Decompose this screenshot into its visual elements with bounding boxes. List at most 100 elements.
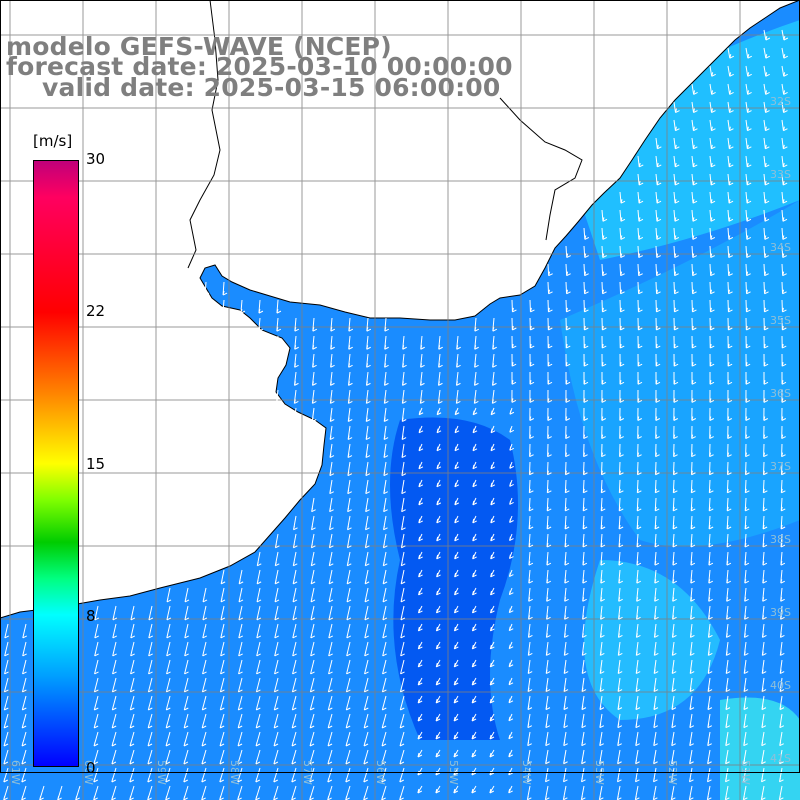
wind-arrow bbox=[365, 389, 371, 404]
colorbar-tick-15: 15 bbox=[86, 455, 106, 473]
wind-arrow bbox=[619, 227, 626, 240]
wind-arrow bbox=[636, 515, 642, 530]
wind-arrow bbox=[94, 641, 99, 657]
wind-arrow bbox=[635, 677, 641, 693]
wind-arrow bbox=[617, 659, 623, 674]
wind-arrow bbox=[727, 191, 734, 204]
wind-arrow bbox=[364, 551, 370, 567]
wind-arrow bbox=[130, 641, 135, 657]
wind-arrow bbox=[364, 533, 370, 549]
wind-arrow bbox=[727, 209, 734, 222]
wind-arrow bbox=[636, 569, 642, 584]
wind-arrow bbox=[743, 641, 749, 656]
wind-arrow bbox=[310, 533, 316, 549]
wind-arrow bbox=[616, 767, 622, 783]
wind-arrow bbox=[601, 407, 607, 421]
wind-arrow bbox=[472, 443, 478, 452]
wind-arrow bbox=[673, 191, 680, 204]
wind-arrow bbox=[778, 785, 784, 800]
wind-arrow bbox=[761, 623, 767, 638]
wind-arrow bbox=[691, 83, 698, 95]
wind-arrow bbox=[691, 263, 697, 277]
wind-arrow bbox=[653, 713, 659, 729]
wind-arrow bbox=[22, 659, 27, 675]
wind-arrow bbox=[691, 317, 697, 331]
wind-arrow bbox=[472, 515, 477, 524]
wind-arrow bbox=[237, 677, 243, 693]
wind-arrow bbox=[672, 551, 678, 566]
wind-arrow bbox=[599, 713, 605, 729]
wind-arrow bbox=[328, 605, 334, 621]
wind-arrow bbox=[690, 569, 696, 584]
lat-label: 34S bbox=[770, 241, 791, 254]
wind-arrow bbox=[545, 623, 551, 638]
wind-arrow bbox=[400, 587, 406, 603]
wind-arrow bbox=[761, 641, 767, 656]
wind-arrow bbox=[617, 749, 622, 765]
wind-arrow bbox=[707, 641, 713, 656]
wind-arrow bbox=[547, 353, 553, 367]
wind-arrow bbox=[400, 623, 406, 639]
wind-arrow bbox=[148, 659, 153, 675]
wind-arrow bbox=[454, 551, 459, 560]
wind-arrow bbox=[255, 767, 261, 783]
wind-arrow bbox=[346, 533, 352, 549]
wind-arrow bbox=[583, 353, 589, 367]
wind-arrow bbox=[671, 749, 676, 765]
wind-arrow bbox=[582, 461, 588, 476]
wind-arrow bbox=[183, 713, 189, 729]
wind-arrow bbox=[763, 335, 769, 349]
wind-arrow bbox=[363, 731, 369, 747]
wind-arrow bbox=[636, 533, 642, 548]
wind-arrow bbox=[655, 425, 660, 440]
wind-arrow bbox=[600, 515, 606, 530]
wind-arrow bbox=[509, 533, 514, 541]
wind-arrow bbox=[691, 227, 698, 240]
wind-arrow bbox=[327, 731, 333, 747]
wind-arrow bbox=[546, 497, 552, 512]
wind-arrow bbox=[636, 461, 642, 476]
wind-arrow bbox=[599, 677, 605, 693]
wind-arrow bbox=[471, 785, 477, 794]
wind-arrow bbox=[382, 569, 388, 585]
wind-arrow bbox=[637, 191, 644, 204]
wind-arrow bbox=[637, 317, 643, 331]
wind-arrow bbox=[727, 299, 733, 313]
wind-arrow bbox=[492, 353, 497, 368]
wind-arrow bbox=[329, 425, 335, 440]
wind-arrow bbox=[436, 461, 442, 470]
wind-arrow bbox=[654, 497, 660, 512]
wind-arrow bbox=[220, 623, 226, 639]
wind-arrow bbox=[3, 695, 9, 711]
wind-arrow bbox=[655, 227, 662, 240]
wind-arrow bbox=[780, 497, 786, 512]
wind-arrow bbox=[727, 227, 734, 240]
wind-arrow bbox=[291, 713, 297, 729]
wind-arrow bbox=[365, 497, 370, 513]
wind-arrow bbox=[21, 749, 27, 765]
wind-arrow bbox=[689, 731, 694, 747]
wind-arrow bbox=[418, 497, 424, 506]
wind-arrow bbox=[400, 533, 406, 549]
wind-arrow bbox=[598, 785, 604, 800]
wind-arrow bbox=[744, 569, 750, 584]
wind-arrow bbox=[653, 677, 659, 693]
wind-arrow bbox=[601, 263, 607, 277]
wind-arrow bbox=[745, 407, 751, 421]
wind-arrow bbox=[256, 551, 262, 567]
wind-arrow bbox=[583, 263, 589, 277]
wind-arrow bbox=[763, 155, 770, 168]
wind-arrow bbox=[490, 587, 495, 596]
wind-arrow bbox=[111, 767, 117, 783]
wind-arrow bbox=[417, 731, 423, 740]
wind-arrow bbox=[619, 263, 625, 277]
wind-arrow bbox=[130, 623, 136, 639]
wind-arrow bbox=[745, 83, 752, 95]
wind-arrow bbox=[384, 335, 389, 350]
wind-arrow bbox=[562, 785, 568, 800]
wind-arrow bbox=[237, 767, 243, 783]
wind-arrow bbox=[708, 605, 713, 620]
wind-arrow bbox=[21, 695, 27, 711]
wind-arrow bbox=[547, 299, 553, 313]
wind-arrow bbox=[381, 695, 387, 711]
